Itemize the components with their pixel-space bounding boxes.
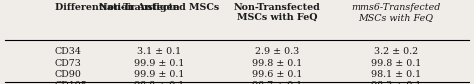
Text: 98.7 ± 0.1: 98.7 ± 0.1 — [252, 81, 302, 84]
Text: CD73: CD73 — [55, 59, 82, 68]
Text: 98.1 ± 0.1: 98.1 ± 0.1 — [371, 70, 421, 79]
Text: CD90: CD90 — [55, 70, 82, 79]
Text: 99.8 ± 0.1: 99.8 ± 0.1 — [371, 59, 421, 68]
Text: 3.2 ± 0.2: 3.2 ± 0.2 — [374, 47, 418, 56]
Text: 99.8 ± 0.1: 99.8 ± 0.1 — [252, 59, 302, 68]
Text: Differentiation Antigen: Differentiation Antigen — [55, 3, 179, 12]
Text: CD34: CD34 — [55, 47, 82, 56]
Text: 2.9 ± 0.3: 2.9 ± 0.3 — [255, 47, 300, 56]
Text: Non-Transfected MSCs: Non-Transfected MSCs — [99, 3, 219, 12]
Text: 98.8 ± 0.1: 98.8 ± 0.1 — [134, 81, 184, 84]
Text: mms6-Transfected
MSCs with FeQ: mms6-Transfected MSCs with FeQ — [351, 3, 440, 22]
Text: 3.1 ± 0.1: 3.1 ± 0.1 — [137, 47, 181, 56]
Text: CD105: CD105 — [55, 81, 87, 84]
Text: 99.9 ± 0.1: 99.9 ± 0.1 — [134, 59, 184, 68]
Text: 98.3 ± 0.1: 98.3 ± 0.1 — [371, 81, 421, 84]
Text: Non-Transfected
MSCs with FeQ: Non-Transfected MSCs with FeQ — [234, 3, 321, 22]
Text: 99.9 ± 0.1: 99.9 ± 0.1 — [134, 70, 184, 79]
Text: 99.6 ± 0.1: 99.6 ± 0.1 — [252, 70, 302, 79]
